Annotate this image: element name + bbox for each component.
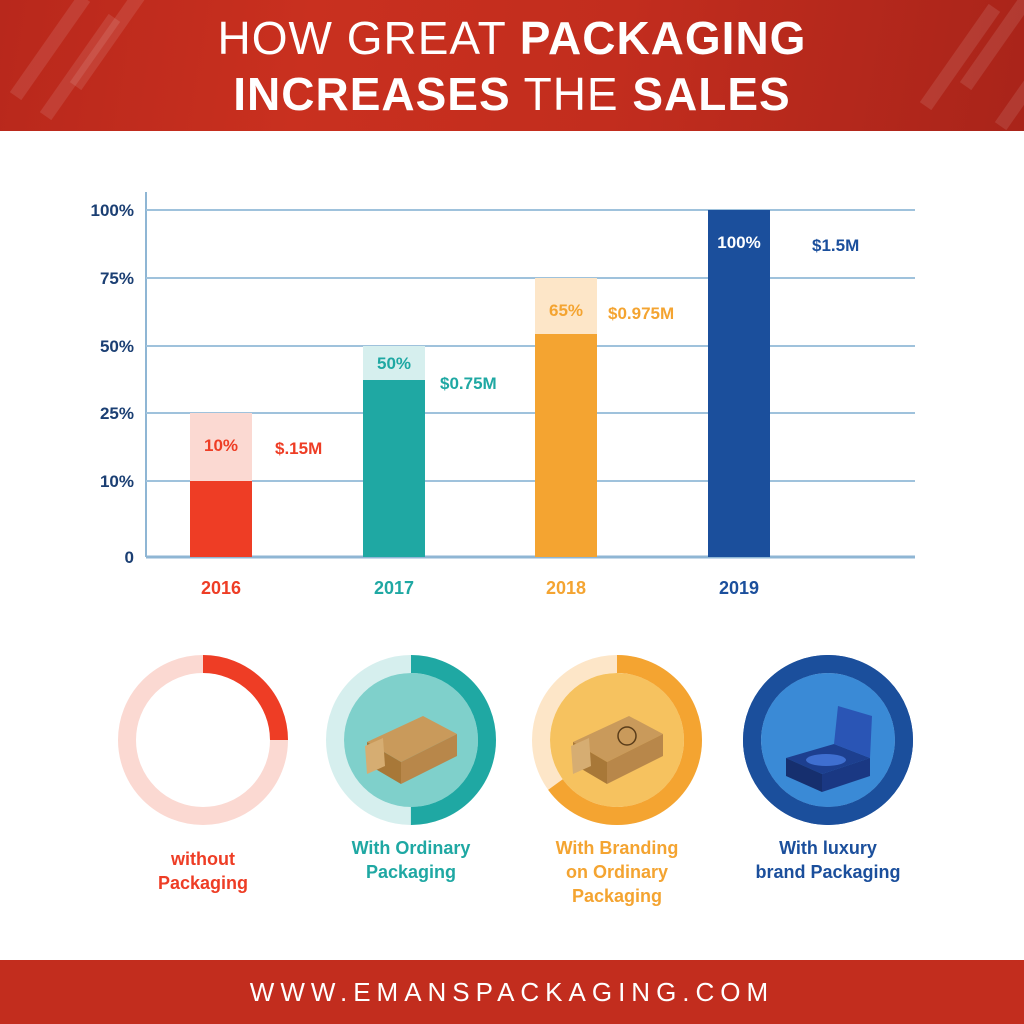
progress-ring — [532, 655, 702, 825]
bar — [535, 334, 597, 557]
category-label-line: Packaging — [571, 886, 663, 906]
progress-ring — [743, 655, 913, 825]
category-label-line: on Ordinary — [565, 862, 668, 882]
bar — [363, 380, 425, 557]
title-part: SALES — [632, 68, 791, 120]
category-circle — [742, 654, 914, 826]
data-label: 100% — [717, 233, 760, 252]
title-part: PACKAGING — [519, 12, 807, 64]
category-label: without Packaging — [103, 847, 303, 895]
category-label-line: without — [171, 849, 235, 869]
revenue-label: $1.5M — [812, 236, 859, 255]
revenue-label: $0.975M — [608, 304, 674, 323]
bar-shade — [535, 278, 597, 334]
category-label-line: With luxury — [779, 838, 877, 858]
category-label: With Branding on Ordinary Packaging — [517, 836, 717, 908]
y-tick-label: 75% — [100, 269, 134, 288]
bar — [190, 481, 252, 557]
footer-banner: WWW.EMANSPACKAGING.COM — [0, 960, 1024, 1024]
kraft-box-icon — [365, 716, 457, 784]
progress-ring — [326, 655, 496, 825]
category-label-line: With Ordinary — [351, 838, 471, 858]
luxury-box-icon — [786, 706, 872, 792]
bar-chart: 0 10% 25% 50% 75% 100% 10% $.15M 2016 50% $0.75M 20… — [91, 192, 915, 598]
category-label: With Ordinary Packaging — [311, 836, 511, 884]
category-label-line: Packaging — [157, 873, 249, 893]
y-tick-label: 25% — [100, 404, 134, 423]
title-part: THE — [510, 68, 633, 120]
footer-url[interactable]: WWW.EMANSPACKAGING.COM — [249, 977, 775, 1007]
category-circle — [531, 654, 703, 826]
x-tick-label: 2019 — [719, 578, 759, 598]
data-label: 65% — [549, 301, 583, 320]
packaging-categories: without Packaging With Ordinary Packaging Wi… — [0, 650, 1024, 950]
title-part: HOW GREAT — [217, 12, 520, 64]
category-circle — [117, 654, 289, 826]
category-circle — [325, 654, 497, 826]
title-part: INCREASES — [233, 68, 511, 120]
header-banner: HOW GREAT PACKAGING INCREASES THE SALES — [0, 0, 1024, 131]
page-title: HOW GREAT PACKAGING INCREASES THE SALES — [0, 10, 1024, 122]
revenue-label: $.15M — [275, 439, 322, 458]
ring-progress — [743, 655, 913, 825]
y-tick-label: 0 — [125, 548, 134, 567]
progress-ring — [118, 655, 288, 825]
bar-shade — [363, 346, 425, 380]
x-tick-label: 2018 — [546, 578, 586, 598]
bar — [708, 210, 770, 557]
data-label: 50% — [377, 354, 411, 373]
ring-progress — [118, 655, 288, 825]
branded-box-icon — [571, 716, 663, 784]
y-tick-label: 100% — [91, 201, 134, 220]
x-tick-label: 2017 — [374, 578, 414, 598]
bar-shade — [190, 413, 252, 481]
revenue-label: $0.75M — [440, 374, 497, 393]
category-label-line: Packaging — [365, 862, 457, 882]
category-label-line: brand Packaging — [755, 862, 901, 882]
y-tick-label: 10% — [100, 472, 134, 491]
category-label: With luxury brand Packaging — [728, 836, 928, 884]
x-tick-label: 2016 — [201, 578, 241, 598]
category-label-line: With Branding — [555, 838, 679, 858]
y-tick-label: 50% — [100, 337, 134, 356]
ring-progress — [326, 655, 496, 825]
ring-progress — [532, 655, 702, 825]
data-label: 10% — [204, 436, 238, 455]
